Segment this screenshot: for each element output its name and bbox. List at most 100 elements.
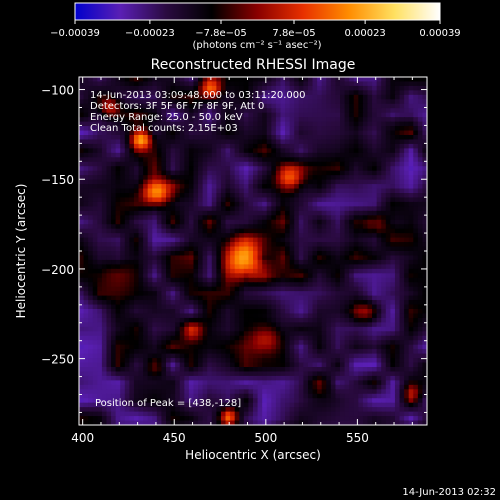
heatmap-cell [307,188,314,194]
heatmap-cell [285,175,291,181]
heatmap-cell [92,344,98,350]
heatmap-cell [362,184,369,190]
heatmap-cell [399,353,405,359]
heatmap-cell [317,210,323,216]
heatmap-cell [312,317,318,323]
heatmap-cell [312,94,318,100]
heatmap-cell [170,219,176,225]
heatmap-cell [413,130,419,136]
heatmap-cell [266,317,272,323]
heatmap-cell [207,206,213,212]
heatmap-cell [161,264,167,270]
heatmap-cell [372,166,378,172]
heatmap-cell [111,264,117,270]
heatmap-cell [317,242,323,248]
heatmap-cell [417,215,424,221]
heatmap-cell [362,326,369,332]
heatmap-cell [92,255,98,261]
heatmap-cell [408,246,414,252]
heatmap-cell [239,148,245,154]
heatmap-cell [179,201,185,207]
heatmap-cell [317,228,323,234]
heatmap-cell [253,215,259,221]
heatmap-cell [129,157,135,163]
heatmap-cell [275,81,282,87]
heatmap-cell [417,295,424,301]
heatmap-cell [166,331,172,337]
heatmap-cell [330,121,337,127]
heatmap-cell [353,317,359,323]
heatmap-cell [106,103,112,109]
heatmap-cell [198,300,204,306]
heatmap-cell [280,184,286,190]
heatmap-cell [367,273,373,279]
heatmap-cell [161,317,167,323]
heatmap-cell [133,161,140,167]
heatmap-cell [184,237,190,243]
heatmap-cell [111,358,117,364]
heatmap-cell [88,157,94,163]
heatmap-cell [289,326,295,332]
heatmap-cell [220,224,227,230]
heatmap-cell [422,188,427,194]
heatmap-cell [289,228,295,234]
heatmap-cell [307,219,314,225]
heatmap-cell [275,277,282,283]
heatmap-cell [88,148,94,154]
heatmap-cell [188,273,195,279]
heatmap-cell [184,201,190,207]
heatmap-cell [399,179,405,185]
heatmap-cell [193,135,199,141]
heatmap-cell [353,206,359,212]
heatmap-cell [298,259,304,265]
heatmap-cell [161,85,167,91]
heatmap-cell [133,362,140,368]
heatmap-cell [275,344,282,350]
heatmap-cell [170,228,176,234]
heatmap-cell [239,112,245,118]
heatmap-cell [133,300,140,306]
heatmap-cell [239,228,245,234]
heatmap-cell [129,228,135,234]
heatmap-cell [198,77,204,83]
heatmap-cell [294,295,300,301]
heatmap-cell [340,358,346,364]
heatmap-cell [253,317,259,323]
heatmap-cell [188,188,195,194]
heatmap-cell [138,152,144,158]
heatmap-cell [399,255,405,261]
heatmap-cell [156,317,163,323]
heatmap-cell [88,197,94,203]
heatmap-cell [376,224,382,230]
heatmap-cell [417,237,424,243]
heatmap-cell [216,206,222,212]
heatmap-cell [234,295,240,301]
heatmap-cell [385,157,391,163]
heatmap-cell [372,121,378,127]
heatmap-cell [390,112,396,118]
heatmap-cell [317,331,323,337]
heatmap-cell [262,166,268,172]
heatmap-cell [413,135,419,141]
heatmap-cell [271,175,277,181]
heatmap-cell [317,362,323,368]
heatmap-cell [307,197,314,203]
heatmap-cell [138,219,144,225]
heatmap-cell [335,304,341,310]
heatmap-cell [188,295,195,301]
heatmap-cell [106,335,112,341]
heatmap-cell [170,103,176,109]
heatmap-cell [211,300,217,306]
heatmap-cell [381,112,387,118]
heatmap-cell [312,224,318,230]
heatmap-cell [321,331,327,337]
heatmap-cell [188,335,195,341]
heatmap-cell [220,331,227,337]
heatmap-cell [349,121,355,127]
heatmap-cell [362,304,369,310]
heatmap-cell [280,349,286,355]
heatmap-cell [124,344,130,350]
heatmap-cell [129,277,135,283]
heatmap-cell [111,295,117,301]
heatmap-cell [422,94,427,100]
